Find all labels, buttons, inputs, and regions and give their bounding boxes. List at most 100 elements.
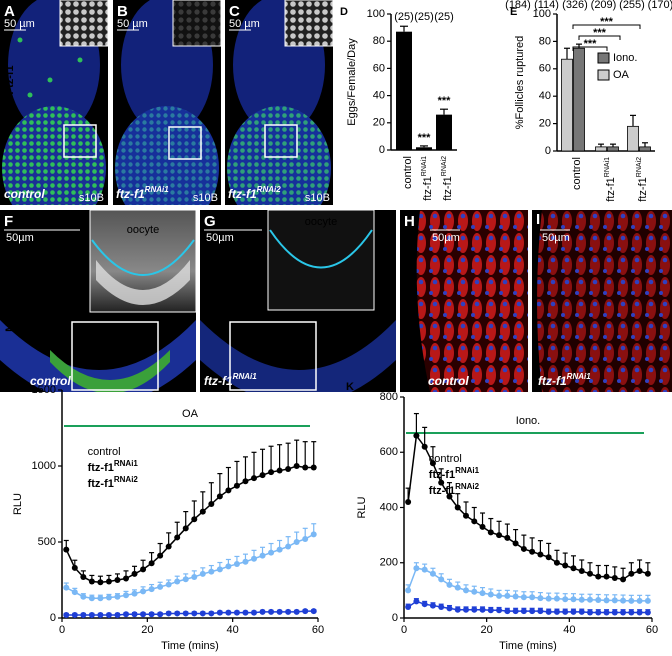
label-part: ftz-f1: [442, 176, 454, 200]
legend-label: ftz-f1RNAi1: [88, 459, 139, 474]
data-point: [644, 597, 651, 604]
data-point: [88, 611, 95, 618]
data-point: [487, 591, 494, 598]
data-point: [487, 529, 494, 536]
data-point: [140, 611, 147, 618]
data-point: [446, 493, 453, 500]
y-tick-label: 800: [380, 391, 398, 403]
legend-label: ftz-f1RNAi2: [88, 475, 139, 490]
data-point: [595, 573, 602, 580]
inset-box: [63, 124, 97, 158]
x-axis-label: Time (mins): [161, 640, 219, 652]
x-tick-label: ftz-f1RNAi2: [636, 157, 649, 202]
data-point: [405, 603, 412, 610]
x-tick-label: control: [402, 156, 414, 189]
chart-title: Iono.: [516, 415, 540, 427]
superscript: RNAi1: [604, 157, 611, 177]
y-tick-label: 40: [539, 90, 551, 102]
label-part: ftz-f1: [116, 187, 145, 201]
data-point: [620, 609, 627, 616]
data-point: [191, 610, 198, 617]
y-tick-label: 80: [539, 35, 551, 47]
significance-bracket: [572, 46, 608, 51]
legend-label: control: [88, 446, 121, 458]
data-point: [413, 598, 420, 605]
data-point: [285, 466, 292, 473]
data-point: [628, 570, 635, 577]
inset-label: oocyte: [305, 216, 337, 228]
muscle-sheath: [537, 210, 672, 392]
data-point: [131, 611, 138, 618]
label-part: ftz-f1: [429, 469, 455, 481]
legend-label: ftz-f1RNAi2: [429, 482, 480, 497]
error-bar: [191, 500, 197, 520]
y-tick-label: 1000: [32, 460, 56, 472]
data-point: [463, 587, 469, 594]
data-point: [233, 609, 240, 616]
data-point: [157, 611, 164, 618]
data-point: [114, 611, 121, 618]
legend-label: control: [429, 453, 462, 465]
x-tick-label: 20: [141, 624, 153, 636]
error-bar: [260, 448, 266, 476]
data-point: [512, 608, 519, 615]
nucleus: [17, 37, 23, 43]
data-point: [80, 611, 87, 618]
y-tick-label: 1500: [32, 384, 56, 396]
label-part: ftz-f1: [637, 177, 649, 201]
significance: ***: [600, 16, 614, 28]
label-part: ftz-f1: [204, 374, 233, 388]
data-point: [251, 555, 257, 562]
stage: s10B: [305, 192, 330, 204]
n-label: (25): [394, 11, 414, 23]
data-point: [165, 610, 172, 617]
data-point: [553, 608, 560, 615]
data-point: [603, 597, 610, 604]
signal: [96, 260, 190, 305]
data-point: [520, 545, 527, 552]
y-tick-label: 0: [379, 144, 385, 156]
data-point: [233, 561, 240, 568]
data-point: [310, 608, 317, 615]
data-point: [611, 574, 618, 581]
data-point: [71, 564, 78, 571]
data-point: [182, 576, 189, 583]
y-tick-label: 500: [38, 536, 56, 548]
genotype: ftz-f1RNAi1: [538, 372, 591, 388]
follicle-cells: [200, 320, 396, 392]
data-point: [208, 568, 215, 575]
data-point: [487, 607, 494, 614]
follicle-cells: [2, 106, 106, 205]
y-tick-label: 100: [533, 8, 551, 20]
chart-title: OA: [182, 408, 199, 420]
data-point: [157, 583, 164, 590]
data-point: [63, 611, 70, 618]
data-point: [293, 608, 300, 615]
error-bar: [251, 451, 257, 479]
legend-swatch: [597, 69, 610, 81]
genotype: control: [30, 374, 71, 388]
data-point: [105, 578, 112, 585]
label-part: control: [88, 446, 121, 458]
panel-letter: F: [4, 213, 13, 230]
bar: [639, 146, 651, 152]
significance-bracket: [572, 24, 641, 29]
label-part: ftz-f1: [429, 485, 455, 497]
data-point: [199, 570, 206, 577]
panel-letter: A: [4, 3, 15, 20]
stain-label: MMP2::GFP: [4, 270, 16, 332]
n-label: (184): [505, 0, 531, 11]
data-point: [595, 609, 602, 616]
follicle-cells: [115, 106, 219, 205]
data-point: [216, 493, 223, 500]
data-point: [553, 595, 560, 602]
data-point: [268, 549, 275, 556]
data-point: [570, 608, 577, 615]
panel-letter: G: [204, 213, 216, 230]
data-point: [628, 597, 635, 604]
data-point: [463, 606, 469, 613]
error-bar: [294, 439, 300, 466]
n-label: (170): [648, 0, 672, 11]
data-point: [80, 593, 87, 600]
data-point: [225, 609, 232, 616]
